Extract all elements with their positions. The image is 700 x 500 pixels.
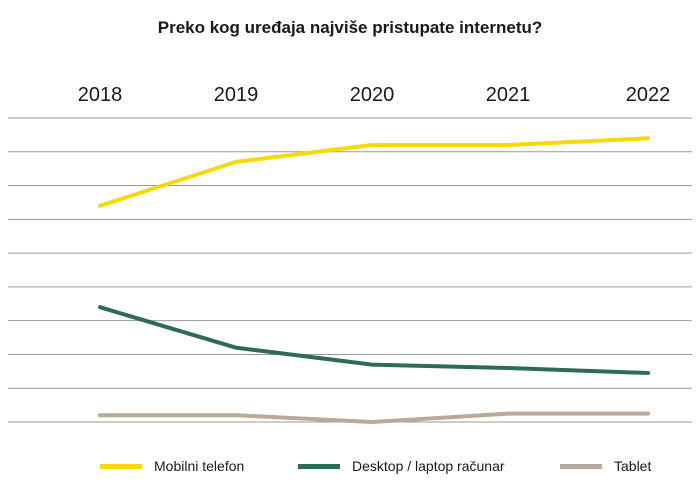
data-point-mobilni-telefon-2018 [98,203,102,208]
series-line-desktop-laptop-ra-unar [99,305,649,375]
data-point-tablet-2020 [370,420,374,424]
legend-label-mobilni-telefon: Mobilni telefon [154,458,245,474]
series-line-mobilni-telefon [99,136,649,208]
data-point-desktop-laptop-ra-unar-2020 [370,362,374,367]
data-point-desktop-laptop-ra-unar-2021 [506,365,510,370]
legend-swatch-mobilni-telefon [100,463,142,469]
data-point-mobilni-telefon-2020 [370,143,374,148]
series-line-tablet [100,411,648,424]
data-point-desktop-laptop-ra-unar-2022 [646,371,650,376]
legend-swatch-tablet [560,463,602,469]
x-tick-label-2020: 2020 [350,84,395,106]
data-point-mobilni-telefon-2022 [646,136,650,141]
x-tick-label-2021: 2021 [486,84,531,106]
legend-item-desktop-laptop: Desktop / laptop računar [298,456,505,476]
legend-label-tablet: Tablet [614,458,652,474]
data-point-mobilni-telefon-2021 [506,143,510,148]
data-point-tablet-2019 [234,413,238,418]
line-chart: 2018 2019 2020 2021 2022 [8,84,692,424]
legend: Mobilni telefon Desktop / laptop računar… [0,456,700,480]
legend-label-desktop-laptop: Desktop / laptop računar [352,458,505,474]
legend-item-mobilni-telefon: Mobilni telefon [100,456,244,476]
chart-title: Preko kog uređaja najviše pristupate int… [157,18,543,37]
data-point-desktop-laptop-ra-unar-2018 [98,305,102,310]
legend-swatch-desktop-laptop [298,463,340,469]
x-tick-label-2019: 2019 [214,84,259,106]
data-point-desktop-laptop-ra-unar-2019 [234,345,238,350]
data-point-tablet-2021 [506,411,510,416]
x-tick-label-2018: 2018 [78,84,123,106]
legend-item-tablet: Tablet [560,456,651,476]
data-point-mobilni-telefon-2019 [234,159,238,164]
data-point-tablet-2018 [98,413,102,418]
x-tick-label-2022: 2022 [626,84,671,106]
data-point-tablet-2022 [646,411,650,416]
